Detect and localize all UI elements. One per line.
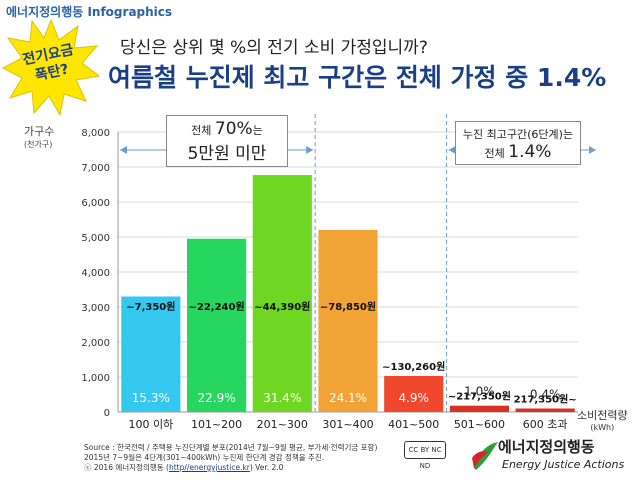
percent-label: 4.9% [398, 391, 429, 405]
callout-top-tier: 누진 최고구간(6단계)는 전체 1.4% [455, 121, 581, 165]
source-link[interactable]: http//energyjustice.kr [168, 463, 250, 472]
source-line2: 2015년 7~9월은 4단계(301~400kWh) 누진제 한단계 경감 정… [84, 453, 325, 462]
x-axis-label: 소비전력량 (kWh) [577, 410, 628, 434]
y-tick-label: 2,000 [81, 338, 110, 349]
callout1-prefix: 전체 [191, 124, 215, 137]
category-label: 600 초과 [523, 418, 568, 431]
percent-label: 0.4% [530, 388, 561, 402]
callout1-percent: 70% [214, 119, 253, 139]
source-note: Source : 한국전력 / 주택용 누진단계별 분포(2014년 7월~9월… [84, 443, 414, 473]
brand-title: 에너지정의행동 Infographics [6, 5, 173, 19]
y-axis-label: 가구수 (천가구) [24, 125, 54, 151]
y-tick-label: 3,000 [81, 303, 110, 314]
source-line1: Source : 한국전력 / 주택용 누진단계별 분포(2014년 7월~9월… [84, 443, 378, 452]
price-label: ~217,350원 [448, 390, 511, 403]
bar [252, 175, 312, 412]
logo-korean: 에너지정의행동 [498, 438, 595, 456]
y-tick-label: 5,000 [81, 233, 110, 244]
category-label: 501~600 [454, 418, 505, 431]
logo-english: Energy Justice Actions [502, 458, 625, 471]
price-label: 217,350원~ [514, 393, 577, 406]
y-tick-label: 7,000 [81, 163, 110, 174]
arrow-head [306, 146, 314, 154]
percent-label: 1.0% [464, 385, 495, 399]
y-tick-label: 4,000 [81, 268, 110, 279]
price-label: ~7,350원 [126, 300, 175, 313]
percent-label: 15.3% [132, 391, 170, 405]
percent-label: 31.4% [263, 391, 301, 405]
cc-license-icon: CC BY NC ND [404, 441, 446, 470]
bar [384, 375, 444, 412]
callout2-prefix: 전체 [484, 147, 509, 160]
category-label: 100 이하 [128, 417, 173, 431]
leaf-logo-icon [472, 442, 498, 470]
bar [449, 405, 509, 412]
bar [187, 238, 247, 412]
bar [318, 230, 378, 412]
price-label: ~130,260원 [382, 360, 445, 373]
category-label: 401~500 [388, 418, 439, 431]
arrow-head [589, 146, 596, 154]
callout-70-percent: 전체 70%는 5만원 미만 [166, 115, 288, 167]
source-line3b: ) Ver. 2.0 [249, 463, 284, 472]
category-label: 201~300 [257, 418, 308, 431]
callout2-line1: 누진 최고구간(6단계)는 [462, 128, 574, 141]
y-tick-label: 6,000 [81, 198, 110, 209]
price-label: ~22,240원 [188, 300, 244, 313]
y-tick-label: 8,000 [81, 128, 110, 139]
logo: 에너지정의행동 Energy Justice Actions [470, 434, 630, 484]
x-axis-unit: (kWh) [590, 423, 615, 432]
y-axis-unit: (천가구) [24, 140, 53, 149]
callout1-line2: 5만원 미만 [187, 144, 267, 164]
price-label: ~78,850원 [320, 300, 376, 313]
y-tick-label: 1,000 [81, 373, 110, 384]
y-tick-label: 0 [104, 408, 110, 419]
starburst-badge-icon [2, 18, 100, 116]
arrow-head [120, 146, 127, 154]
percent-label: 22.9% [198, 391, 236, 405]
callout2-percent: 1.4% [508, 142, 552, 162]
category-label: 101~200 [191, 418, 242, 431]
callout1-suffix: 는 [252, 124, 263, 137]
subtitle: 당신은 상위 몇 %의 전기 소비 가정입니까? [120, 38, 428, 58]
bar [121, 296, 181, 412]
bar [515, 408, 575, 412]
x-axis-title: 소비전력량 [577, 409, 628, 422]
y-axis-title: 가구수 [24, 125, 55, 138]
page-title: 여름철 누진제 최고 구간은 전체 가정 중 1.4% [108, 63, 607, 92]
price-label: ~44,390원 [254, 300, 310, 313]
percent-label: 24.1% [329, 391, 367, 405]
category-label: 301~400 [322, 418, 373, 431]
arrow-head [448, 146, 456, 154]
source-line3a: ⓒ 2016 에너지정의행동 ( [84, 463, 169, 472]
